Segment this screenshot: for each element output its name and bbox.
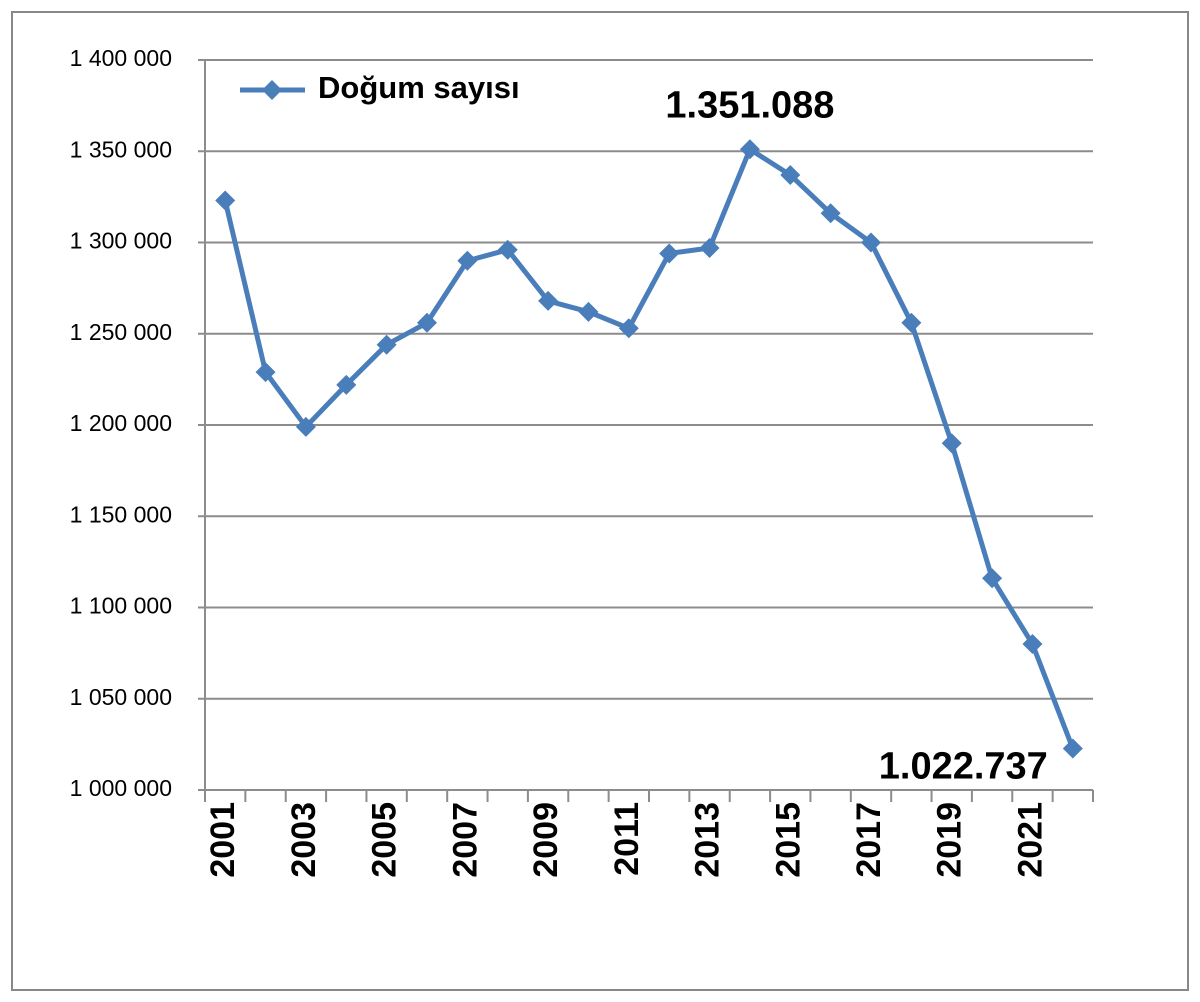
x-tick-label: 2017: [850, 802, 888, 878]
marker: [255, 362, 276, 383]
line-series: [222, 146, 1076, 750]
y-tick-label: 1 250 000: [70, 319, 172, 345]
marker: [941, 433, 962, 454]
marker: [376, 334, 397, 355]
y-tick-label: 1 400 000: [70, 45, 172, 71]
legend-label: Doğum sayısı: [318, 70, 520, 105]
chart-border: [11, 11, 1189, 991]
marker: [417, 312, 437, 333]
x-tick-label: 2007: [446, 802, 484, 878]
marker: [861, 232, 881, 253]
y-tick-label: 1 200 000: [70, 410, 172, 436]
y-tick-label: 1 150 000: [70, 501, 172, 527]
x-tick-label: 2011: [608, 802, 646, 876]
marker: [1022, 634, 1043, 654]
marker: [538, 290, 559, 311]
x-tick-label: 2005: [366, 802, 404, 878]
y-tick-label: 1 000 000: [70, 775, 172, 801]
marker: [457, 250, 478, 271]
marker: [820, 203, 841, 224]
y-tick-label: 1 100 000: [70, 593, 172, 619]
marker: [497, 239, 518, 260]
data-label: 1.022.737: [879, 746, 1048, 788]
x-tick-label: 2015: [769, 802, 807, 878]
x-tick-label: 2001: [204, 802, 242, 878]
y-tick-label: 1 350 000: [70, 136, 172, 162]
marker: [295, 416, 316, 437]
x-tick-label: 2021: [1011, 802, 1049, 878]
marker: [336, 374, 357, 395]
marker: [739, 139, 760, 160]
data-label: 1.351.088: [665, 84, 834, 126]
x-tick-label: 2013: [689, 802, 727, 878]
x-tick-label: 2009: [527, 802, 565, 878]
marker: [982, 568, 1003, 589]
marker: [699, 237, 720, 258]
x-tick-label: 2019: [931, 802, 969, 878]
marker: [1062, 738, 1083, 759]
y-tick-label: 1 050 000: [70, 684, 172, 710]
y-tick-label: 1 300 000: [70, 228, 172, 254]
marker: [215, 190, 236, 211]
marker: [659, 243, 680, 264]
marker: [578, 301, 599, 322]
marker: [780, 164, 801, 185]
x-tick-label: 2003: [285, 802, 323, 878]
legend-marker: [262, 80, 282, 100]
marker: [618, 318, 639, 339]
marker: [901, 312, 922, 333]
